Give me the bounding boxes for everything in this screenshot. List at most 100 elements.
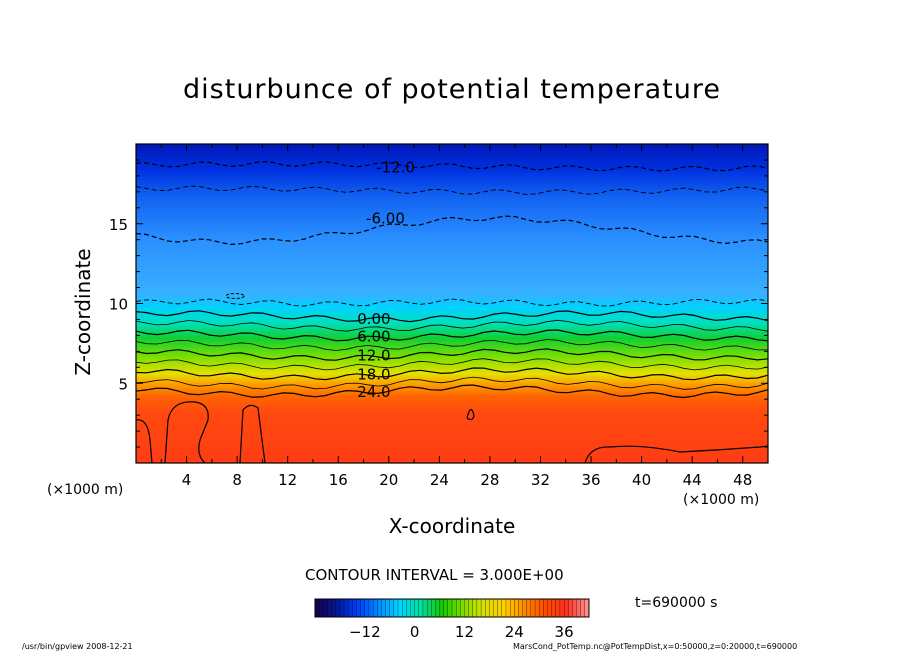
colorbar-cell bbox=[356, 598, 362, 618]
colorbar-cell bbox=[505, 598, 511, 618]
colorbar-cell bbox=[547, 598, 552, 618]
colorbar-tick-label: 0 bbox=[410, 623, 420, 641]
time-label: t=690000 s bbox=[635, 595, 718, 611]
colorbar-cell bbox=[539, 598, 544, 618]
x-tick-label: 44 bbox=[683, 471, 702, 489]
colorbar-cell bbox=[352, 598, 357, 618]
colorbar-cell bbox=[439, 598, 445, 618]
x-tick-label: 8 bbox=[232, 471, 242, 489]
x-tick-label: 16 bbox=[329, 471, 348, 489]
x-tick-label: 48 bbox=[733, 471, 752, 489]
contour-line bbox=[135, 319, 769, 332]
colorbar-cell bbox=[555, 598, 561, 618]
colorbar-cell bbox=[576, 598, 582, 618]
contour-line bbox=[584, 445, 769, 464]
colorbar-cell bbox=[422, 598, 428, 618]
contour-label: 18.0 bbox=[357, 366, 390, 384]
y-axis-unit: (×1000 m) bbox=[47, 482, 124, 498]
colorbar-cell bbox=[393, 598, 399, 618]
contour-line bbox=[225, 293, 245, 299]
contour-line bbox=[135, 215, 769, 246]
colorbar: −12 0 12 24 36 bbox=[314, 598, 590, 641]
colorbar-cell bbox=[397, 598, 403, 618]
colorbar-cell bbox=[426, 598, 432, 618]
colorbar-cell bbox=[343, 598, 349, 618]
footer-program-date: /usr/bin/gpview 2008-12-21 bbox=[22, 642, 133, 651]
colorbar-cell bbox=[377, 598, 382, 618]
colorbar-cell bbox=[497, 598, 503, 618]
colorbar-cell bbox=[501, 598, 507, 618]
colorbar-tick-label: 36 bbox=[555, 623, 574, 641]
colorbar-cell bbox=[360, 598, 366, 618]
x-tick-label: 12 bbox=[278, 471, 297, 489]
colorbar-cell bbox=[580, 598, 586, 618]
colorbar-cell bbox=[563, 598, 569, 618]
colorbar-cell bbox=[509, 598, 515, 618]
colorbar-cell bbox=[493, 598, 499, 618]
footer-source: MarsCond_PotTemp.nc@PotTempDist,x=0:5000… bbox=[513, 642, 798, 651]
colorbar-cell bbox=[323, 598, 328, 618]
colorbar-cell bbox=[418, 598, 424, 618]
colorbar-cell bbox=[468, 598, 474, 618]
x-axis-label: X-coordinate bbox=[388, 514, 516, 538]
contour-line bbox=[135, 419, 153, 464]
contour-line bbox=[135, 329, 769, 342]
colorbar-cell bbox=[559, 598, 565, 618]
colorbar-cell bbox=[489, 598, 494, 618]
contour-line bbox=[164, 401, 209, 464]
colorbar-cell bbox=[543, 598, 548, 618]
contour-line bbox=[135, 160, 769, 172]
y-tick-label: 15 bbox=[109, 216, 128, 234]
contour-label: -6.00 bbox=[366, 209, 405, 227]
y-tick-label: 5 bbox=[118, 375, 128, 393]
colorbar-cell bbox=[406, 598, 411, 618]
colorbar-cell bbox=[331, 598, 337, 618]
chart-title: disturbunce of potential temperature bbox=[183, 74, 721, 105]
colorbar-cell bbox=[327, 598, 332, 618]
colorbar-cell bbox=[314, 598, 320, 618]
colorbar-tick-label: 24 bbox=[505, 623, 524, 641]
contour-line bbox=[239, 404, 266, 464]
colorbar-cell bbox=[414, 598, 420, 618]
contour-field bbox=[136, 144, 768, 463]
colorbar-cell bbox=[368, 598, 374, 618]
contour-interval-label: CONTOUR INTERVAL = 3.000E+00 bbox=[305, 566, 564, 584]
contour-line bbox=[135, 310, 769, 323]
contour-label: 12.0 bbox=[357, 347, 390, 365]
colorbar-cell bbox=[402, 598, 407, 618]
contour-line bbox=[135, 185, 769, 195]
colorbar-cell bbox=[476, 598, 482, 618]
y-tick-label: 10 bbox=[109, 296, 128, 314]
colorbar-cell bbox=[348, 598, 353, 618]
colorbar-cell bbox=[572, 598, 577, 618]
colorbar-cell bbox=[319, 598, 324, 618]
colorbar-tick-label: −12 bbox=[349, 623, 381, 641]
colorbar-cell bbox=[522, 598, 528, 618]
colorbar-cell bbox=[460, 598, 465, 618]
colorbar-cell bbox=[410, 598, 415, 618]
colorbar-cell bbox=[485, 598, 490, 618]
colorbar-cell bbox=[443, 598, 449, 618]
colorbar-cell bbox=[447, 598, 453, 618]
contour-label: -12.0 bbox=[376, 158, 415, 176]
colorbar-cell bbox=[480, 598, 486, 618]
colorbar-cell bbox=[385, 598, 391, 618]
contour-line bbox=[135, 384, 769, 399]
colorbar-cell bbox=[518, 598, 523, 618]
colorbar-cell bbox=[534, 598, 540, 618]
colorbar-cell bbox=[335, 598, 341, 618]
y-axis-label: Z-coordinate bbox=[71, 248, 95, 376]
colorbar-cell bbox=[568, 598, 573, 618]
colorbar-cell bbox=[551, 598, 557, 618]
contour-line bbox=[135, 339, 768, 351]
colorbar-frame bbox=[314, 598, 590, 618]
colorbar-cell bbox=[514, 598, 519, 618]
colorbar-cell bbox=[364, 598, 370, 618]
contour-line bbox=[466, 408, 475, 421]
contour-line bbox=[135, 358, 769, 371]
x-tick-label: 36 bbox=[581, 471, 600, 489]
contour-label: 6.00 bbox=[357, 327, 390, 345]
x-axis-unit: (×1000 m) bbox=[683, 492, 760, 508]
contour-line bbox=[135, 367, 769, 381]
